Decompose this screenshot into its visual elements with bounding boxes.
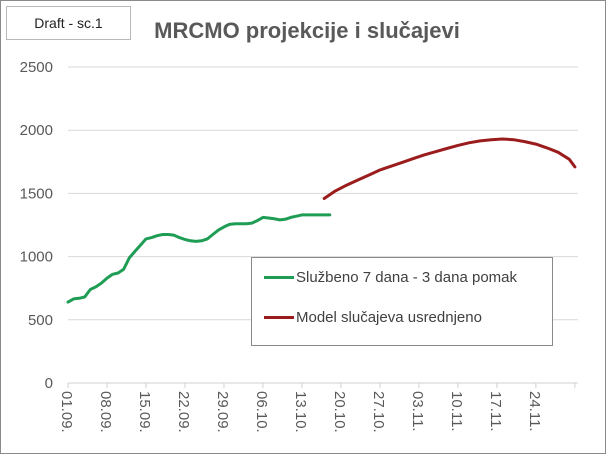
x-tick-label: 06.10. <box>253 391 270 433</box>
x-tick-label: 10.11. <box>448 391 465 432</box>
draft-label-box: Draft - sc.1 <box>6 6 131 40</box>
x-tick-label: 27.10. <box>370 391 387 433</box>
legend-swatch-green-icon <box>264 276 294 279</box>
x-tick-label: 08.09. <box>97 391 114 433</box>
chart-title: MRCMO projekcije i slučajevi <box>154 18 460 43</box>
y-tick-label: 0 <box>45 375 53 392</box>
x-tick-label: 13.10. <box>292 391 309 433</box>
y-tick-label: 1000 <box>20 249 53 266</box>
series-lines <box>66 137 577 304</box>
x-tick-label: 17.11. <box>487 391 504 432</box>
y-tick-label: 500 <box>28 312 53 329</box>
draft-label: Draft - sc.1 <box>34 15 103 31</box>
x-tick-label: 22.09. <box>175 391 192 433</box>
legend-swatch-red-icon <box>264 316 294 319</box>
x-tick-label: 03.11. <box>409 391 426 432</box>
x-tick-label: 15.09. <box>136 391 153 433</box>
x-tick-label: 01.09. <box>58 391 75 433</box>
x-tick-label: 24.11. <box>526 391 543 432</box>
legend: Službeno 7 dana - 3 dana pomak Model slu… <box>251 257 553 346</box>
official-cases-line <box>66 213 332 304</box>
legend-label: Model slučajeva usrednjeno <box>296 309 482 326</box>
x-tick-label: 29.09. <box>214 391 231 433</box>
y-axis-ticks: 0 500 1000 1500 2000 2500 <box>20 59 53 392</box>
y-tick-label: 2000 <box>20 122 53 139</box>
legend-label: Službeno 7 dana - 3 dana pomak <box>296 269 517 286</box>
y-tick-label: 1500 <box>20 185 53 202</box>
legend-item-official: Službeno 7 dana - 3 dana pomak <box>264 269 517 286</box>
y-tick-label: 2500 <box>20 59 53 76</box>
model-cases-line <box>322 137 577 200</box>
legend-item-model: Model slučajeva usrednjeno <box>264 309 482 326</box>
x-axis: 01.09. 08.09. 15.09. 22.09. 29.09. 06.10. 13.1… <box>58 382 578 433</box>
x-tick-label: 20.10. <box>331 391 348 433</box>
